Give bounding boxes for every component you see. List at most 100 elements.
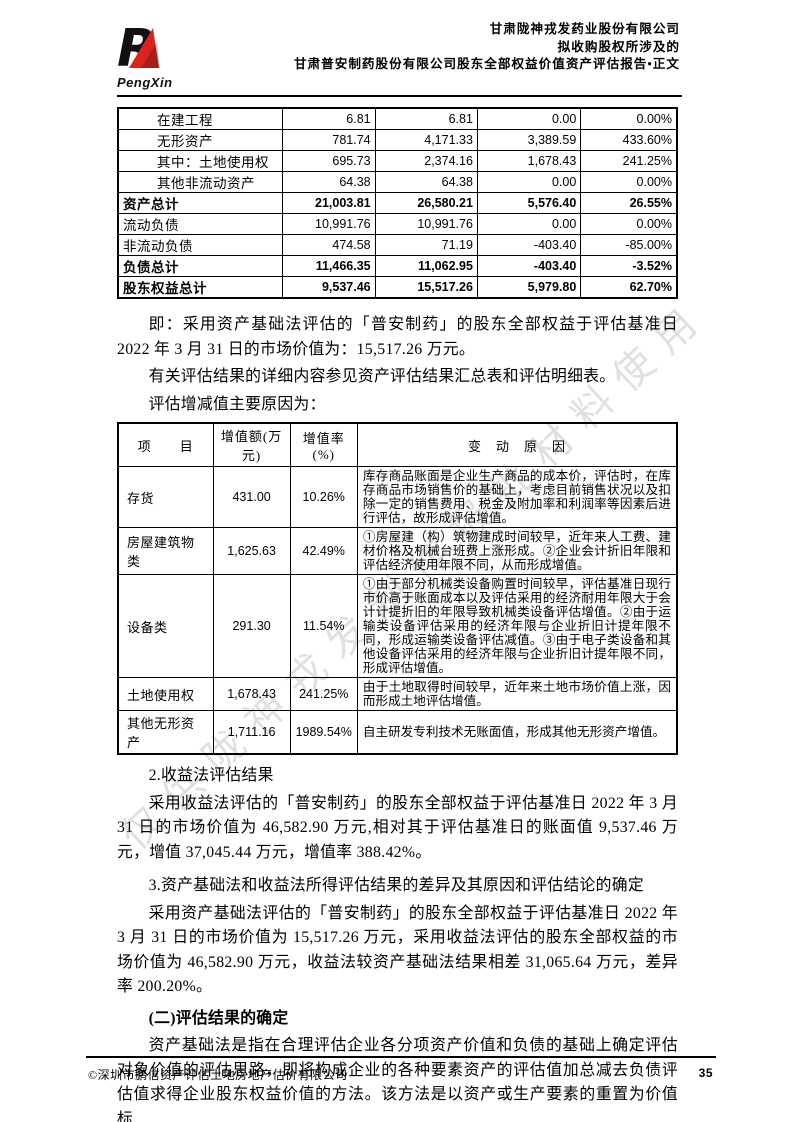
paragraph-difference-analysis: 采用资产基础法评估的「普安制药」的股东全部权益于评估基准日 2022 年 3 月… xyxy=(117,904,678,996)
table-row-other-intangibles: 其他无形资产 1,711.16 1989.54% 自主研发专利技术无账面值，形成… xyxy=(117,710,678,755)
row-value: 4,171.33 xyxy=(374,129,478,151)
row-value: 26.55% xyxy=(580,192,678,214)
row-rate: 10.26% xyxy=(289,466,358,528)
row-value: 3,389.59 xyxy=(476,129,582,151)
page-number: 35 xyxy=(698,1066,713,1080)
row-label: 流动负债 xyxy=(117,213,284,235)
row-label: 其他非流动资产 xyxy=(117,171,284,193)
asset-summary-table: 在建工程 6.81 6.81 0.00 0.00% 无形资产 781.74 4,… xyxy=(117,107,678,299)
row-value: 10,991.76 xyxy=(374,213,478,235)
row-value: 1,678.43 xyxy=(476,150,582,172)
row-value: 15,517.26 xyxy=(374,276,478,299)
table-row: 在建工程 6.81 6.81 0.00 0.00% xyxy=(117,107,678,130)
table-row-total-equity: 股东权益总计 9,537.46 15,517.26 5,979.80 62.70… xyxy=(117,276,678,299)
row-value: 71.19 xyxy=(374,234,478,256)
table-row: 其他非流动资产 64.38 64.38 0.00 0.00% xyxy=(117,171,678,193)
row-value: -85.00% xyxy=(580,234,678,256)
row-rate: 241.25% xyxy=(289,677,358,711)
pengxin-wordmark: PengXin xyxy=(117,75,173,90)
pengxin-logo-icon: R xyxy=(117,19,160,79)
row-value: 62.70% xyxy=(580,276,678,299)
table-row: 无形资产 781.74 4,171.33 3,389.59 433.60% xyxy=(117,129,678,151)
row-item: 设备类 xyxy=(117,574,214,678)
row-value: 21,003.81 xyxy=(282,192,376,214)
table-row: 其中：土地使用权 695.73 2,374.16 1,678.43 241.25… xyxy=(117,150,678,172)
table-row-total-assets: 资产总计 21,003.81 26,580.21 5,576.40 26.55% xyxy=(117,192,678,214)
paragraph-income-approach: 采用收益法评估的「普安制药」的股东全部权益于评估基准日 2022 年 3 月 3… xyxy=(117,794,678,861)
row-value: 0.00% xyxy=(580,171,678,193)
row-label: 在建工程 xyxy=(117,107,284,130)
row-value: 26,580.21 xyxy=(374,192,478,214)
row-value: 5,576.40 xyxy=(476,192,582,214)
row-label: 其中：土地使用权 xyxy=(117,150,284,172)
row-value: -403.40 xyxy=(476,234,582,256)
row-value: -3.52% xyxy=(580,255,678,277)
report-body: 在建工程 6.81 6.81 0.00 0.00% 无形资产 781.74 4,… xyxy=(117,107,678,1122)
header-divider xyxy=(117,95,682,97)
row-item: 房屋建筑物类 xyxy=(117,527,214,575)
heading-income-approach: 2.收益法评估结果 xyxy=(148,767,274,784)
column-header-amount: 增值额(万元) xyxy=(212,422,291,467)
pengxin-logo: R PengXin xyxy=(117,19,187,90)
row-value: 433.60% xyxy=(580,129,678,151)
row-value: 241.25% xyxy=(580,150,678,172)
header-line-company: 甘肃陇神戎发药业股份有限公司 xyxy=(489,22,680,36)
row-reason: 由于土地取得时间较早，近年来土地市场价值上涨，因而形成土地评估增值。 xyxy=(356,677,678,711)
header-title-block: 甘肃陇神戎发药业股份有限公司 拟收购股权所涉及的 甘肃普安制药股份有限公司股东全… xyxy=(294,21,680,74)
row-item: 存货 xyxy=(117,466,214,528)
row-rate: 11.54% xyxy=(289,574,358,678)
row-label: 负债总计 xyxy=(117,255,284,277)
table-row-equipment: 设备类 291.30 11.54% ①由于部分机械类设备购置时间较早，评估基准日… xyxy=(117,574,678,678)
row-amount: 1,625.63 xyxy=(212,527,291,575)
row-value: 11,466.35 xyxy=(282,255,376,277)
row-amount: 291.30 xyxy=(212,574,291,678)
row-reason: ①由于部分机械类设备购置时间较早，评估基准日现行市价高于账面成本以及评估采用的经… xyxy=(356,574,678,678)
table-row: 流动负债 10,991.76 10,991.76 0.00 0.00% xyxy=(117,213,678,235)
footer-company: ©深圳市鹏信资产评估土地房地产估价有限公司 xyxy=(88,1068,348,1082)
table-row: 非流动负债 474.58 71.19 -403.40 -85.00% xyxy=(117,234,678,256)
row-value: -403.40 xyxy=(476,255,582,277)
page-header: R PengXin 甘肃陇神戎发药业股份有限公司 拟收购股权所涉及的 甘肃普安制… xyxy=(0,0,793,97)
row-amount: 1,678.43 xyxy=(212,677,291,711)
row-value: 474.58 xyxy=(282,234,376,256)
column-header-rate: 增值率(%) xyxy=(289,422,358,467)
table-header-row: 项 目 增值额(万元) 增值率(%) 变 动 原 因 xyxy=(117,422,678,467)
column-header-reason: 变 动 原 因 xyxy=(356,422,678,467)
table-row-total-liabilities: 负债总计 11,466.35 11,062.95 -403.40 -3.52% xyxy=(117,255,678,277)
row-value: 0.00 xyxy=(476,107,582,130)
heading-difference-analysis: 3.资产基础法和收益法所得评估结果的差异及其原因和评估结论的确定 xyxy=(148,877,644,894)
row-rate: 1989.54% xyxy=(289,710,358,755)
header-line-subject: 拟收购股权所涉及的 xyxy=(557,39,680,54)
row-reason: 库存商品账面是企业生产商品的成本价，评估时，在库存商品市场销售价的基础上，考虑目… xyxy=(356,466,678,528)
row-value: 11,062.95 xyxy=(374,255,478,277)
row-value: 6.81 xyxy=(282,107,376,130)
row-amount: 431.00 xyxy=(212,466,291,528)
row-value: 10,991.76 xyxy=(282,213,376,235)
valuation-change-reasons-table: 项 目 增值额(万元) 增值率(%) 变 动 原 因 存货 431.00 10.… xyxy=(117,422,678,755)
row-value: 0.00% xyxy=(580,213,678,235)
paragraph-reasons-intro: 评估增减值主要原因为： xyxy=(148,395,326,413)
paragraph-result-determination: 资产基础法是指在合理评估企业各分项资产价值和负债的基础上确定评估对象价值的评估思… xyxy=(117,1037,678,1122)
column-header-item: 项 目 xyxy=(117,422,214,467)
row-value: 2,374.16 xyxy=(374,150,478,172)
row-label: 非流动负债 xyxy=(117,234,284,256)
header-line-report: 甘肃普安制药股份有限公司股东全部权益价值资产评估报告•正文 xyxy=(293,57,680,71)
row-value: 64.38 xyxy=(282,171,376,193)
paragraph-asset-basis-result: 即：采用资产基础法评估的「普安制药」的股东全部权益于评估基准日 2022 年 3… xyxy=(117,316,678,358)
table-row-inventory: 存货 431.00 10.26% 库存商品账面是企业生产商品的成本价，评估时，在… xyxy=(117,466,678,528)
table-row-buildings: 房屋建筑物类 1,625.63 42.49% ①房屋建（构）筑物建成时间较早，近… xyxy=(117,527,678,575)
row-reason: ①房屋建（构）筑物建成时间较早，近年来人工费、建材价格及机械台班费上涨形成。②企… xyxy=(356,527,678,575)
row-value: 695.73 xyxy=(282,150,376,172)
row-value: 0.00 xyxy=(476,213,582,235)
row-label: 资产总计 xyxy=(117,192,284,214)
row-value: 5,979.80 xyxy=(476,276,582,299)
row-item: 土地使用权 xyxy=(117,677,214,711)
row-item: 其他无形资产 xyxy=(117,710,214,755)
row-value: 781.74 xyxy=(282,129,376,151)
paragraph-see-details: 有关评估结果的详细内容参见资产评估结果汇总表和评估明细表。 xyxy=(148,368,616,385)
row-rate: 42.49% xyxy=(289,527,358,575)
row-value: 0.00 xyxy=(476,171,582,193)
row-label: 无形资产 xyxy=(117,129,284,151)
row-label: 股东权益总计 xyxy=(117,276,284,299)
row-amount: 1,711.16 xyxy=(212,710,291,755)
